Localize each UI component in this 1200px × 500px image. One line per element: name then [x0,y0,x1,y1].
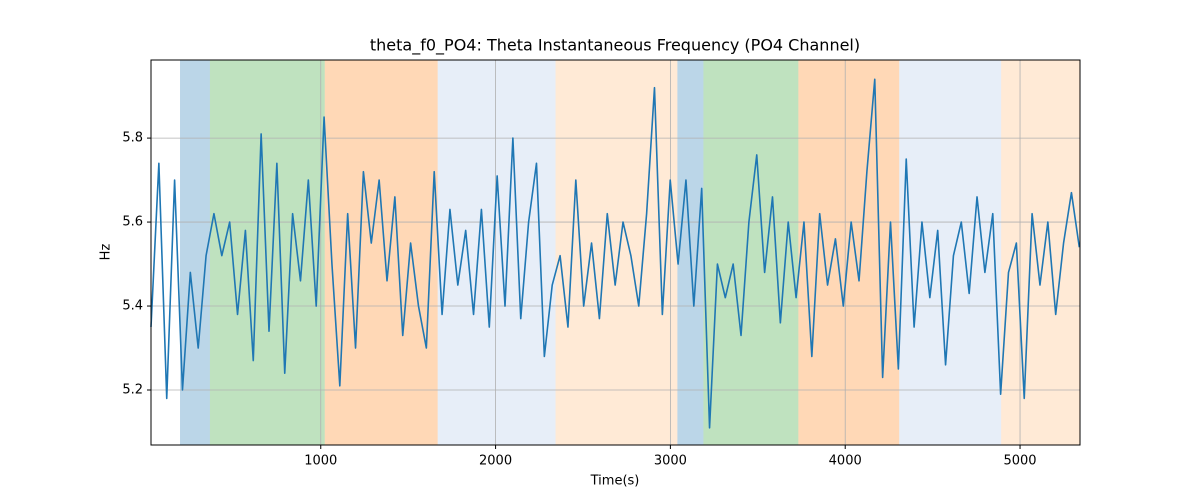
x-axis-label: Time(s) [590,474,640,489]
y-tick-label: 5.4 [122,299,143,314]
plot-frame [150,59,1081,446]
data-line [150,78,1081,429]
shaded-span [180,60,210,445]
shaded-span [555,60,678,445]
shaded-span [1001,60,1080,445]
shaded-span [324,60,438,445]
y-tick-label: 5.2 [122,383,143,398]
x-tick-label: 2000 [479,454,512,469]
shaded-span [437,60,556,445]
shaded-span [703,60,799,445]
y-axis-label: Hz [99,244,114,261]
shaded-span [209,60,325,445]
y-tick-label: 5.8 [122,131,143,146]
shaded-span [899,60,1002,445]
y-tick-label: 5.6 [122,215,143,230]
x-tick-label: 3000 [654,454,687,469]
chart-title: theta_f0_PO4: Theta Instantaneous Freque… [370,36,860,56]
x-tick-label: 4000 [829,454,862,469]
x-tick-label: 1000 [304,454,337,469]
x-tick-label: 5000 [1003,454,1036,469]
